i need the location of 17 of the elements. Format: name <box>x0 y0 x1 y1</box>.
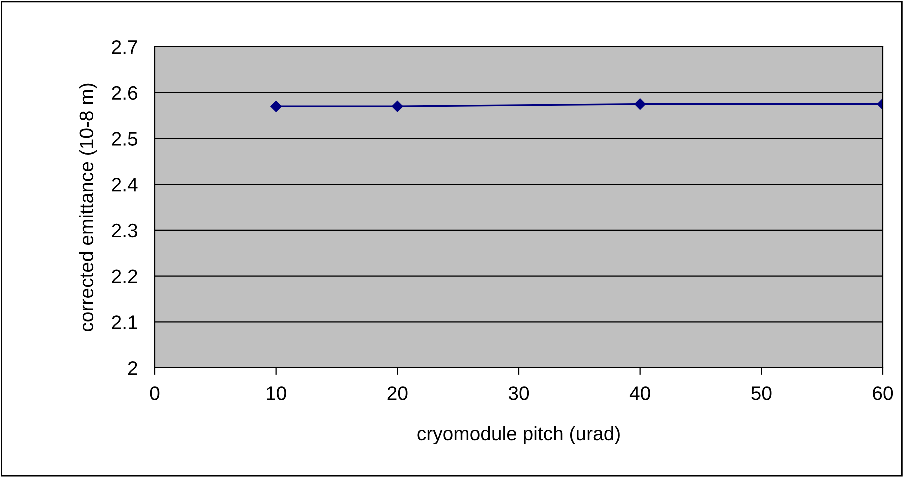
y-tick-label: 2.3 <box>112 224 138 238</box>
x-tick-label: 20 <box>388 386 408 400</box>
x-tick-label: 40 <box>630 386 650 400</box>
y-tick-label: 2.6 <box>112 86 138 100</box>
x-axis-title: cryomodule pitch (urad) <box>418 426 620 445</box>
y-tick-label: 2.4 <box>112 178 138 192</box>
y-tick-label: 2.2 <box>112 270 138 284</box>
x-tick-label: 50 <box>752 386 772 400</box>
y-tick-label: 2.5 <box>112 132 138 146</box>
x-tick-label: 0 <box>150 386 160 400</box>
x-tick-label: 30 <box>508 386 530 400</box>
y-tick-label: 2.1 <box>112 316 138 330</box>
y-tick-label: 2 <box>128 361 138 376</box>
y-axis-title: corrected emittance (10-8 m) <box>79 84 98 332</box>
x-tick-label: 10 <box>267 386 286 400</box>
x-tick-label: 60 <box>873 386 894 400</box>
y-tick-label: 2.7 <box>112 40 138 54</box>
